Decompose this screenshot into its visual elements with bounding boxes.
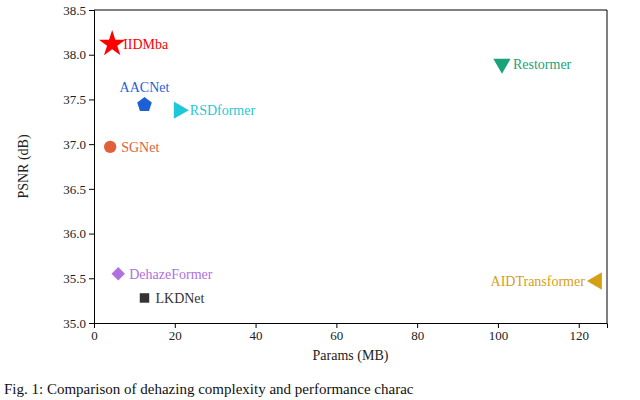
x-tick-label: 20 [169,328,182,343]
x-tick: 0 [91,323,98,343]
y-tick-label: 38.0 [63,47,86,62]
point [587,272,602,289]
x-tick: 80 [411,323,424,343]
plot: 02040608010012035.035.536.036.537.037.53… [63,3,607,344]
x-tick: 100 [489,323,509,343]
y-tick-label: 35.5 [63,271,86,286]
x-axis-title: Params (MB) [313,348,389,364]
caption: Fig. 1: Comparison of dehazing complexit… [4,381,414,397]
y-tick: 37.0 [63,137,94,152]
point [99,30,126,55]
y-tick: 37.5 [63,92,94,107]
point-label: AACNet [120,80,170,95]
frame-right [607,10,608,323]
x-tick-label: 80 [411,328,424,343]
point-labels: IIDMba AACNet RSDformer SGNet DehazeFormer LK… [120,37,586,306]
y-tick-mark [89,278,94,279]
y-tick-label: 36.0 [63,226,86,241]
y-tick-mark [89,10,94,11]
point [493,59,510,74]
point-label: AIDTransformer [491,274,586,289]
y-tick-mark [89,189,94,190]
y-tick-label: 37.0 [63,137,86,152]
y-axis: 35.0 35.5 36.0 36.5 37.0 37.5 38.0 38.5 [63,3,94,331]
point [104,141,116,153]
x-tick-label: 40 [250,328,263,343]
y-tick-label: 38.5 [63,3,86,18]
y-tick: 35.0 [63,316,94,331]
point-label: Restormer [513,57,572,72]
x-tick-label: 100 [489,328,509,343]
x-tick: 40 [250,323,263,343]
chart: 02040608010012035.035.536.036.537.037.53… [0,0,640,400]
y-tick-mark [89,234,94,235]
y-tick-mark [89,99,94,100]
x-tick: 120 [569,323,589,343]
x-axis: 0 20 40 60 80 100 120 [91,323,607,343]
x-tick: 20 [169,323,182,343]
y-tick-label: 37.5 [63,92,86,107]
point [137,97,152,111]
point-label: SGNet [121,140,159,155]
x-tick: 60 [330,323,343,343]
y-tick-mark [89,144,94,145]
point-label: DehazeFormer [129,267,213,282]
x-tick-label: 0 [91,328,98,343]
y-tick: 35.5 [63,271,94,286]
point-label: RSDformer [190,103,256,118]
y-axis-title: PSNR (dB) [16,134,32,199]
y-tick-label: 35.0 [63,316,86,331]
y-tick: 38.5 [63,3,94,18]
y-tick-mark [89,55,94,56]
point [174,101,189,118]
y-axis-line [89,11,95,324]
point [140,293,149,302]
points [99,30,602,303]
frame-top [94,10,607,11]
x-tick-label: 120 [569,328,589,343]
point-label: IIDMba [123,37,169,52]
y-tick: 38.0 [63,47,94,62]
y-tick: 36.0 [63,226,94,241]
point [112,267,125,280]
y-tick-mark [89,323,94,324]
y-tick: 36.5 [63,182,94,197]
x-tick-label: 60 [330,328,343,343]
y-tick-label: 36.5 [63,182,86,197]
point-label: LKDNet [155,291,204,306]
